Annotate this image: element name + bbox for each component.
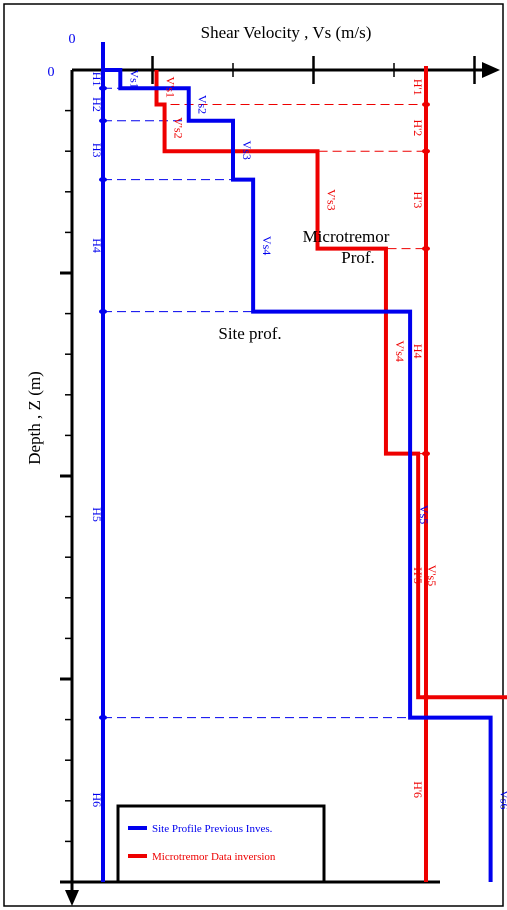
site-velocity-label: Vs3 <box>240 141 254 160</box>
site-thickness-label: H6 <box>90 792 104 807</box>
figure-frame <box>3 3 504 907</box>
micro-thickness-label: H'6 <box>411 781 425 798</box>
micro-velocity-label: V's2 <box>172 117 186 139</box>
y-axis-arrowhead <box>65 890 79 906</box>
micro-velocity-label: V's5 <box>425 565 439 587</box>
site-thickness-label: H4 <box>90 238 104 253</box>
micro-thickness-label: H'3 <box>411 192 425 209</box>
micro-thickness-label: H'5 <box>411 567 425 584</box>
legend-box <box>116 804 326 884</box>
legend-label-site: Site Profile Previous Inves. <box>152 823 273 835</box>
micro-thickness-label: H4 <box>411 344 425 359</box>
micro-velocity-label: V's4 <box>393 340 407 362</box>
origin-y-label: 0 <box>48 65 55 80</box>
site-velocity-label: Vs5 <box>417 505 431 524</box>
micro-velocity-label: V's1 <box>164 77 178 99</box>
micro-thickness-label: H'1 <box>411 79 425 96</box>
microtremor-annotation-line1: Microtremor <box>303 227 390 246</box>
axis-title: Shear Velocity , Vs (m/s) <box>201 23 372 42</box>
micro-velocity-label: V's3 <box>325 189 339 211</box>
legend: Site Profile Previous Inves. Microtremor… <box>116 804 326 884</box>
site-thickness-label: H1 <box>90 72 104 87</box>
site-velocity-label: Vs4 <box>260 236 274 255</box>
site-thickness-label: H2 <box>90 97 104 112</box>
site-profile-annotation: Site prof. <box>218 324 281 343</box>
site-velocity-label: Vs6 <box>498 790 507 809</box>
micro-thickness-label: H'2 <box>411 119 425 136</box>
y-axis-label: Depth , Z (m) <box>25 371 44 464</box>
site-thickness-label: H3 <box>90 143 104 158</box>
legend-label-micro: Microtremor Data inversion <box>152 851 276 863</box>
microtremor-annotation-line2: Prof. <box>341 248 375 267</box>
site-thickness-label: H5 <box>90 507 104 522</box>
site-velocity-profile <box>103 68 493 882</box>
site-velocity-label: Vs2 <box>196 95 210 114</box>
micro-velocity-profile <box>154 70 507 700</box>
site-velocity-label: Vs1 <box>127 69 141 88</box>
x-axis-arrowhead <box>482 62 500 78</box>
origin-x-label: 0 <box>69 32 76 47</box>
